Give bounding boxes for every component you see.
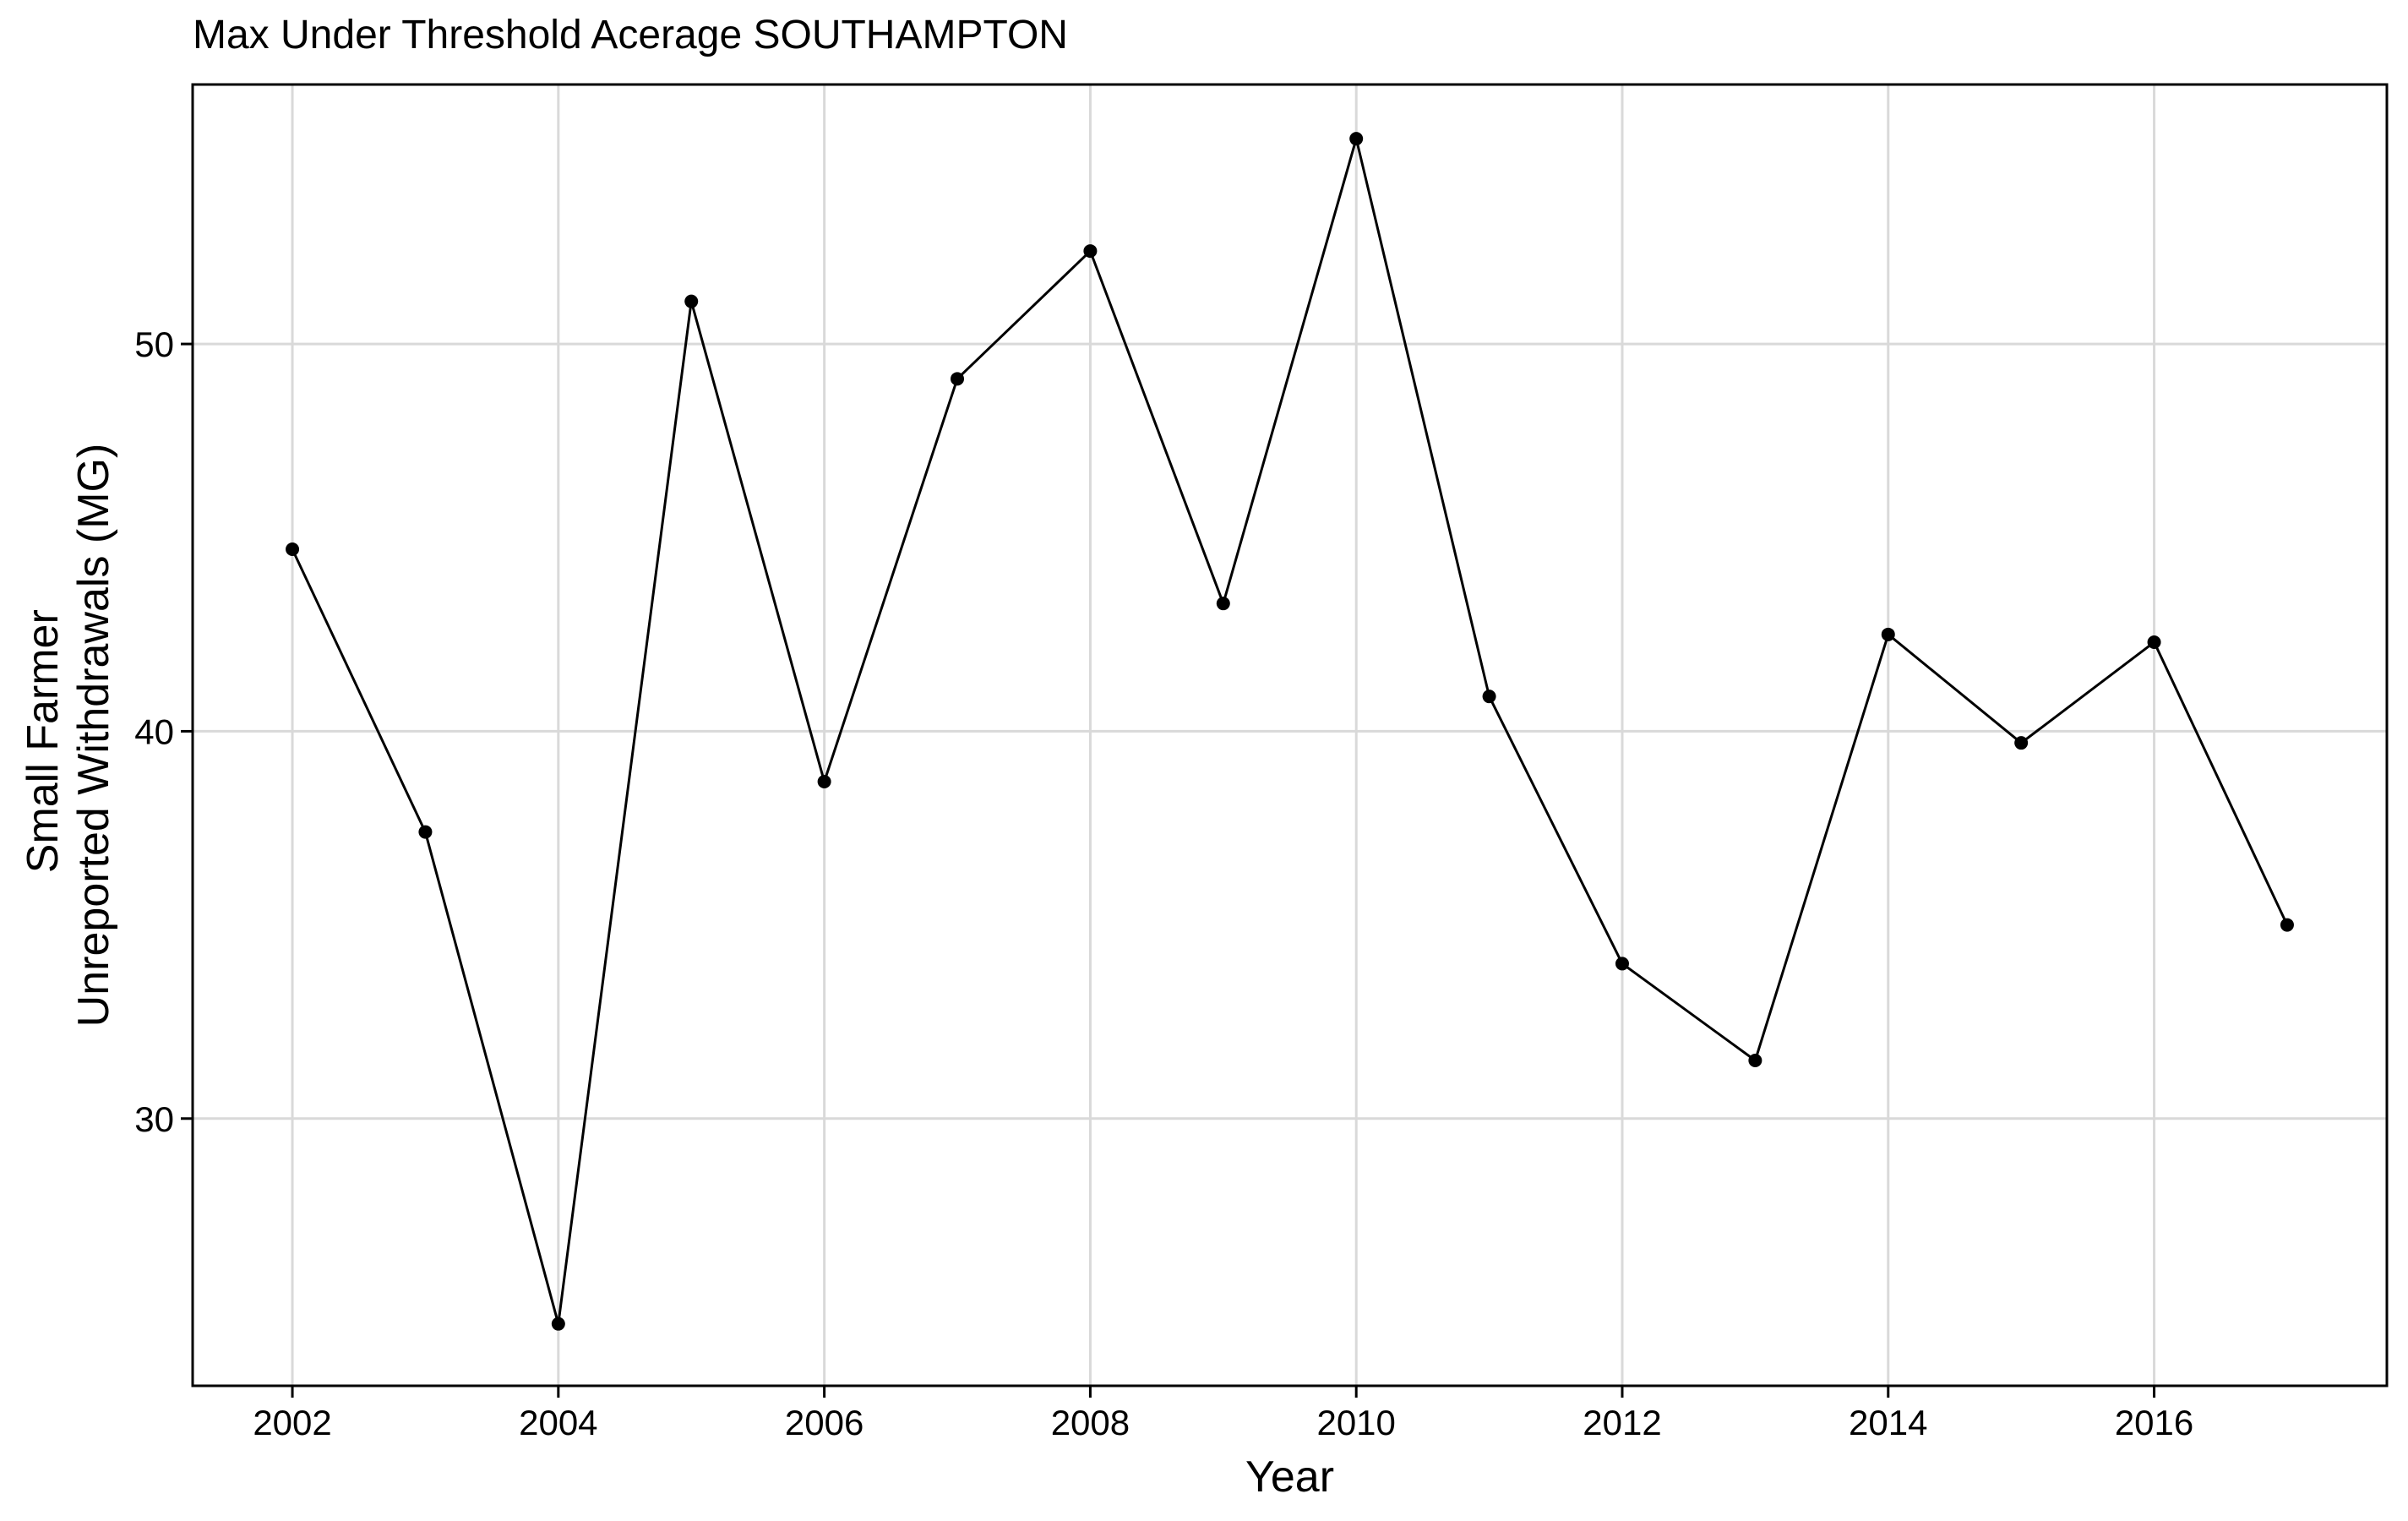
- series-line-path: [291, 137, 2289, 1326]
- y-axis-title: Small Farmer Unreported Withdrawals (MG): [19, 444, 118, 1028]
- data-point-2007: [951, 372, 965, 386]
- data-point-2014: [1881, 627, 1895, 641]
- x-axis: 2002 2004 2006 2008 2010 2012 2014 2016: [253, 1386, 2193, 1442]
- series-line: [291, 137, 2289, 1326]
- data-point-2004: [551, 1317, 565, 1331]
- x-tick-label-4: 2010: [1316, 1403, 1395, 1442]
- chart-title: Max Under Threshold Acerage SOUTHAMPTON: [193, 13, 1068, 57]
- x-tick-label-3: 2008: [1051, 1403, 1130, 1442]
- y-axis-title-line-2: Unreported Withdrawals (MG): [69, 444, 118, 1028]
- x-tick-label-2: 2006: [785, 1403, 864, 1442]
- data-point-2013: [1748, 1054, 1762, 1067]
- y-tick-label-1: 40: [134, 711, 174, 751]
- data-point-2005: [684, 294, 699, 308]
- y-tick-label-0: 30: [134, 1099, 174, 1139]
- x-tick-label-1: 2004: [519, 1403, 597, 1442]
- data-point-2016: [2147, 635, 2161, 649]
- plot-border: [191, 83, 2389, 1387]
- data-point-2011: [1482, 690, 1496, 704]
- x-tick-label-0: 2002: [253, 1403, 331, 1442]
- data-points: [286, 132, 2294, 1331]
- x-axis-title: Year: [1245, 1453, 1334, 1502]
- data-point-2003: [418, 825, 433, 839]
- data-point-2017: [2280, 918, 2294, 932]
- data-point-2009: [1216, 597, 1230, 611]
- x-tick-label-5: 2012: [1583, 1403, 1661, 1442]
- y-tick-label-2: 50: [134, 324, 174, 364]
- x-tick-label-7: 2016: [2115, 1403, 2193, 1442]
- data-point-2012: [1615, 957, 1629, 971]
- data-point-2015: [2014, 736, 2029, 750]
- data-point-2008: [1083, 244, 1098, 259]
- data-point-2006: [817, 775, 831, 788]
- x-tick-label-6: 2014: [1849, 1403, 1927, 1442]
- data-point-2010: [1349, 132, 1364, 146]
- grid-lines: [193, 84, 2387, 1386]
- y-axis: 30 40 50: [134, 324, 193, 1139]
- data-point-2002: [286, 542, 300, 556]
- y-axis-title-line-1: Small Farmer: [19, 609, 68, 873]
